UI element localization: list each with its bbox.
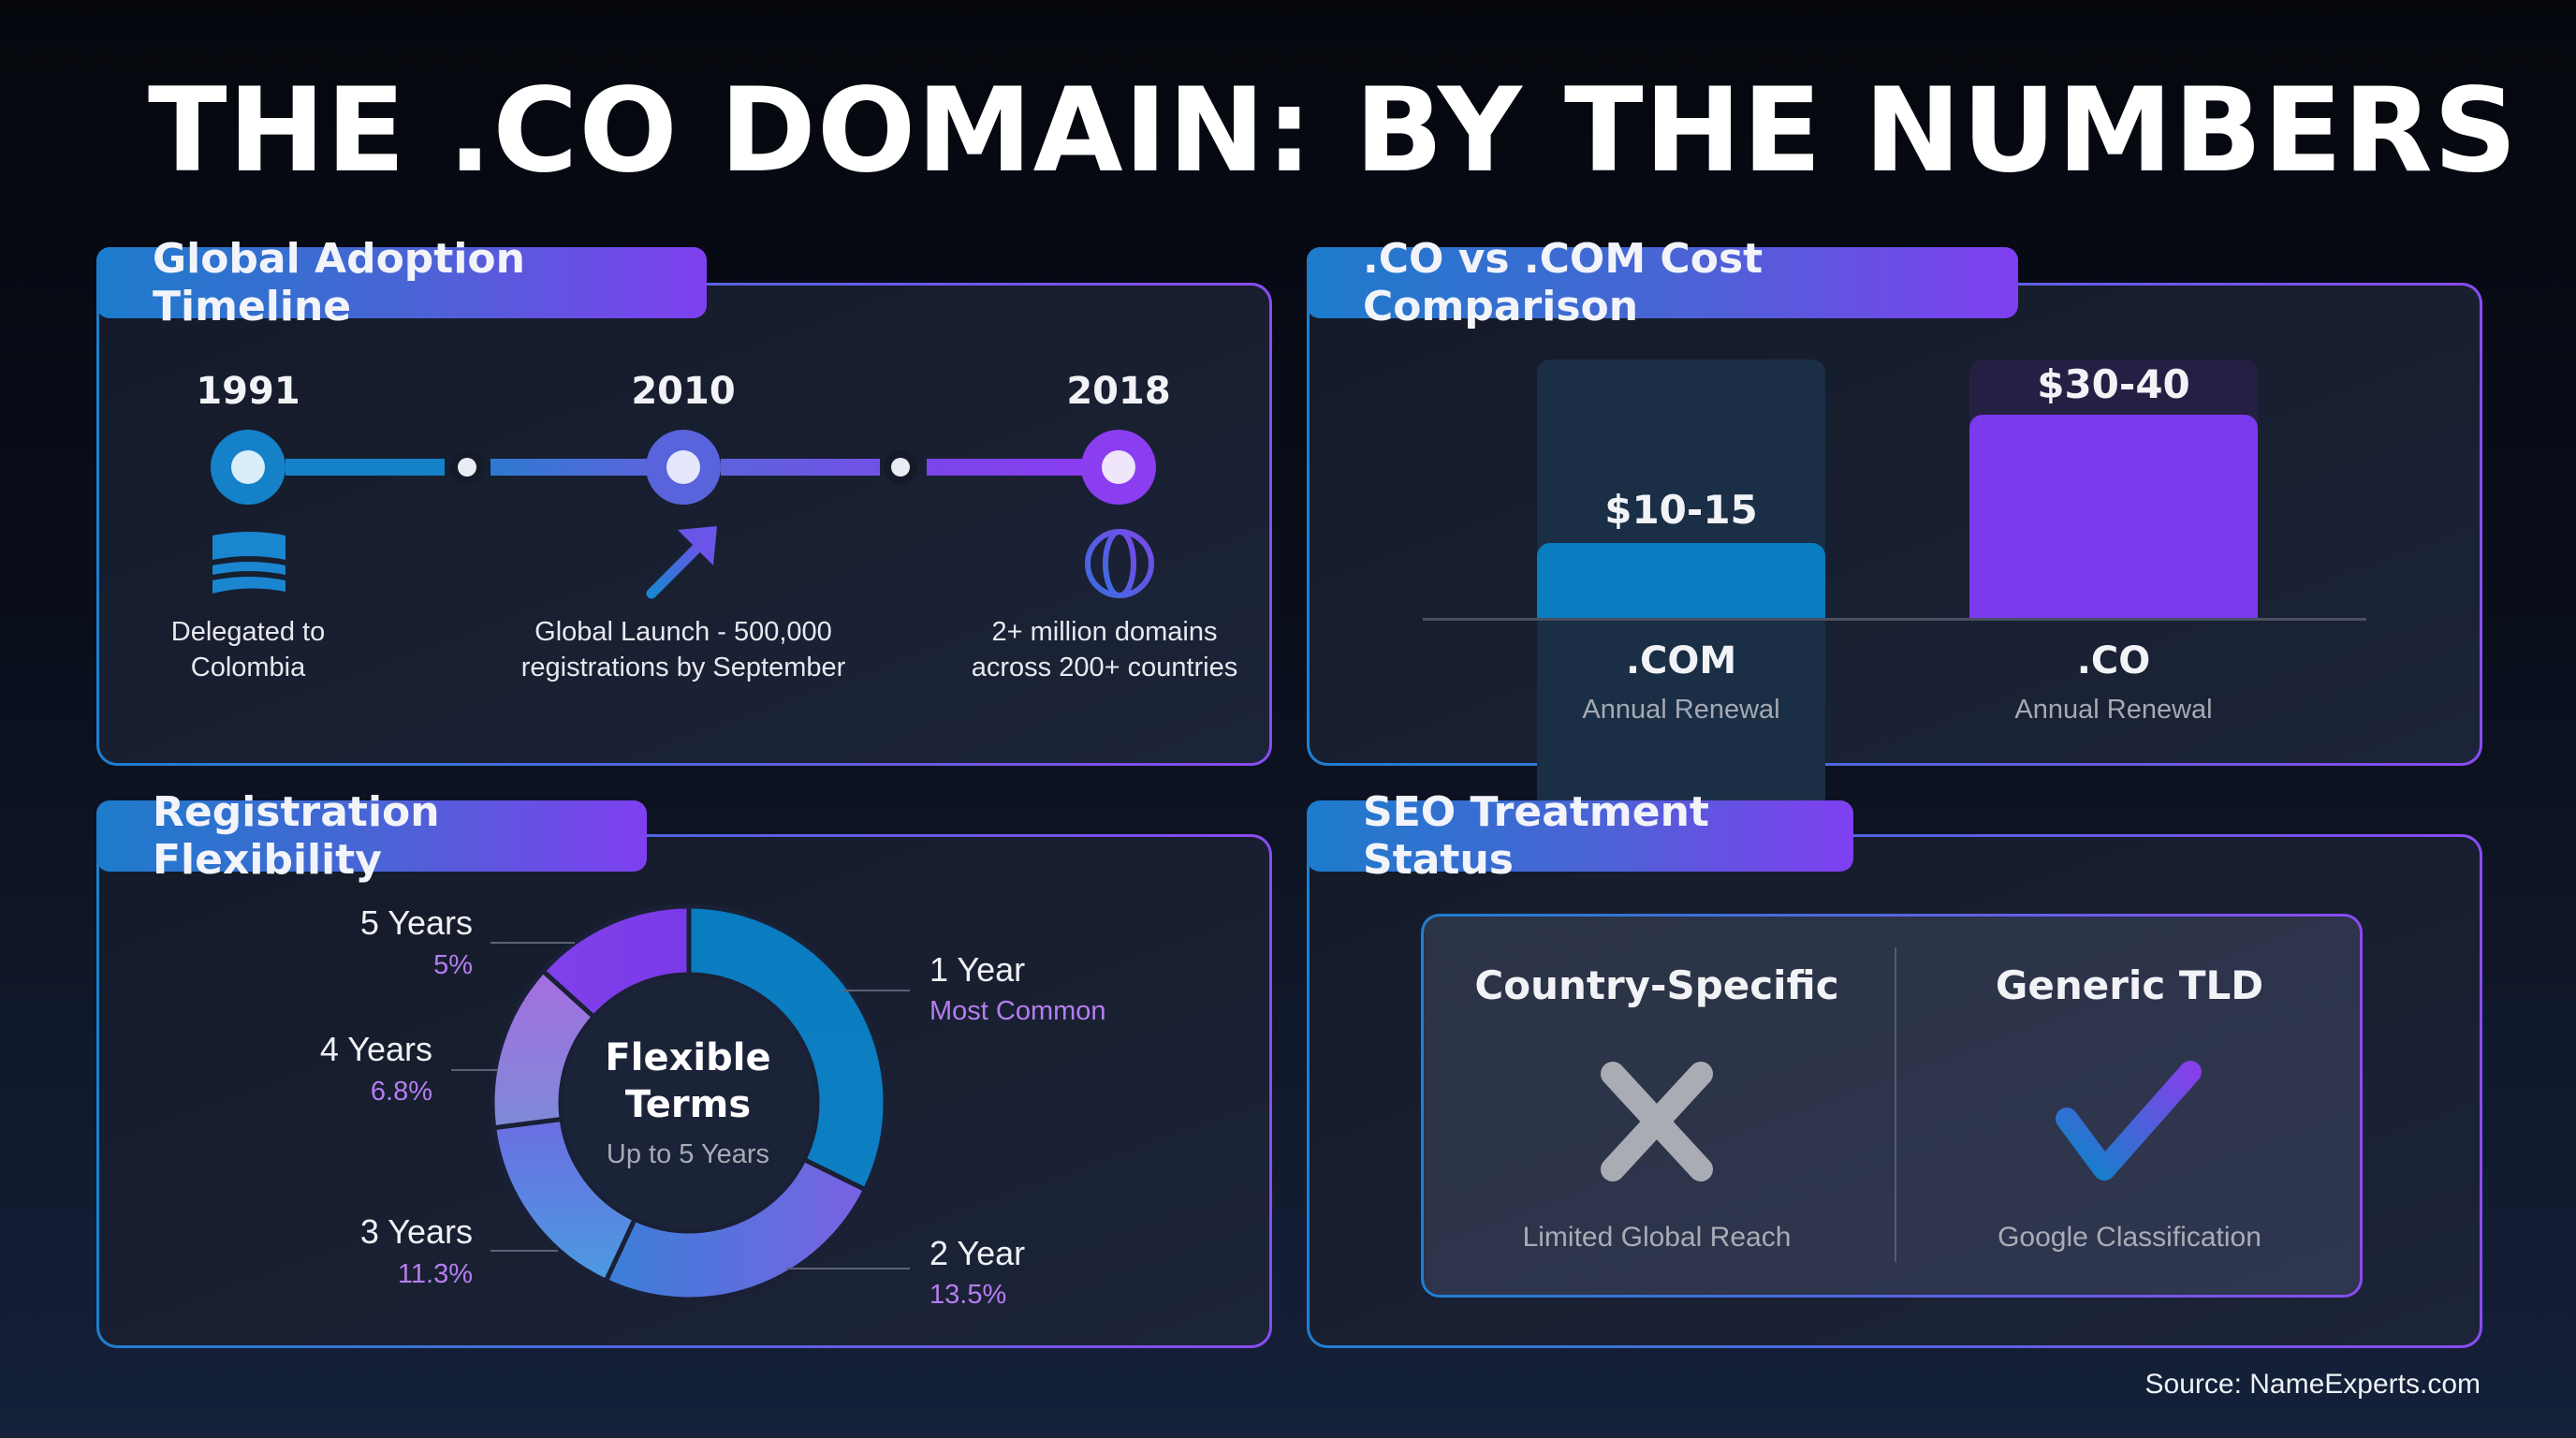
- bar-sub-label: Annual Renewal: [1582, 695, 1780, 725]
- timeline-year-1991: 1991: [196, 370, 300, 413]
- timeline-year-2018: 2018: [1066, 370, 1171, 413]
- bar-sub-label: Annual Renewal: [2014, 695, 2213, 725]
- timeline-panel: [96, 283, 1272, 766]
- seo-right-title: Generic TLD: [1995, 962, 2264, 1008]
- timeline-dot: [891, 458, 910, 477]
- bar-category-label: .CO: [2076, 639, 2151, 682]
- timeline-node-2018: [1081, 430, 1156, 505]
- x-icon: [1596, 1061, 1718, 1182]
- bar-value-label: $10-15: [1604, 487, 1758, 533]
- timeline-heading: Global Adoption Timeline: [96, 235, 707, 330]
- seo-comparison-card: [1421, 914, 2363, 1298]
- timeline-year-2010: 2010: [631, 370, 736, 413]
- seo-heading: SEO Treatment Status: [1307, 788, 1853, 884]
- donut-segment-5-years: [539, 903, 692, 1020]
- page-title: THE .CO DOMAIN: BY THE NUMBERS: [148, 64, 2519, 198]
- seo-left-title: Country-Specific: [1474, 962, 1839, 1008]
- bar-value-label: $30-40: [2037, 361, 2190, 407]
- seo-divider: [1895, 947, 1896, 1262]
- bar-fill: [1537, 543, 1825, 620]
- cost-axis-line: [1423, 618, 2366, 621]
- check-icon: [2050, 1061, 2209, 1182]
- arrow-up-right-icon: [644, 524, 721, 601]
- registration-heading: Registration Flexibility: [96, 788, 647, 884]
- cost-panel: [1307, 283, 2482, 766]
- donut-segment-1-year: [686, 903, 888, 1194]
- seo-right-sub: Google Classification: [1998, 1222, 2261, 1253]
- registration-donut-chart: [488, 902, 890, 1304]
- source-credit: Source: NameExperts.com: [2144, 1369, 2481, 1400]
- timeline-desc-1991: Delegated to Colombia: [170, 617, 326, 682]
- timeline-node-1991: [211, 430, 285, 505]
- timeline-desc-2010: Global Launch - 500,000 registrations by…: [520, 617, 846, 682]
- timeline-node-2010: [646, 430, 721, 505]
- timeline-desc-2018: 2+ million domains across 200+ countries: [971, 617, 1238, 682]
- bar-category-label: .COM: [1625, 639, 1737, 682]
- seo-left-sub: Limited Global Reach: [1522, 1222, 1792, 1253]
- flag-icon: [211, 532, 287, 595]
- timeline-dot: [458, 458, 476, 477]
- globe-icon: [1083, 527, 1156, 600]
- donut-segment-2-year: [602, 1156, 869, 1302]
- donut-center-label: Flexible Terms Up to 5 Years: [605, 1036, 771, 1169]
- cost-heading: .CO vs .COM Cost Comparison: [1307, 235, 2018, 330]
- bar-fill: [1969, 415, 2258, 620]
